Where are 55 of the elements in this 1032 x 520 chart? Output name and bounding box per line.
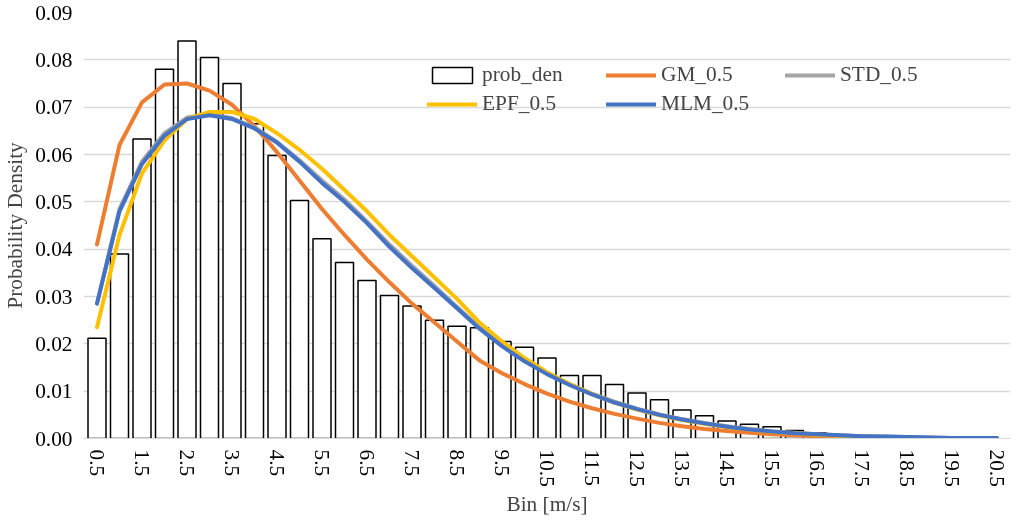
legend-label: STD_0.5 xyxy=(840,62,919,87)
y-tick-label: 0.00 xyxy=(35,426,73,451)
bar xyxy=(244,122,265,439)
x-tick-label: 20.5 xyxy=(985,449,1009,487)
x-tick-label: 12.5 xyxy=(625,449,649,487)
y-tick-label: 0.01 xyxy=(35,379,73,404)
x-axis-title: Bin [m/s] xyxy=(506,491,588,516)
bar xyxy=(109,253,130,439)
legend-label: prob_den xyxy=(482,62,564,87)
y-tick-label: 0.07 xyxy=(35,95,73,120)
y-tick-label: 0.03 xyxy=(35,284,73,309)
bar xyxy=(312,238,332,439)
x-tick-label: 7.5 xyxy=(400,449,424,477)
y-tick-label: 0.08 xyxy=(35,47,73,72)
x-tick-label: 10.5 xyxy=(535,449,559,487)
bar xyxy=(154,68,175,439)
bar xyxy=(424,319,445,439)
bar xyxy=(289,199,310,439)
x-tick-label: 8.5 xyxy=(445,449,469,477)
x-tick-label: 13.5 xyxy=(670,449,694,487)
bar xyxy=(199,56,220,439)
bar xyxy=(267,154,287,439)
x-tick-label: 6.5 xyxy=(355,449,379,477)
x-tick-label: 2.5 xyxy=(175,449,199,477)
x-tick-label: 19.5 xyxy=(940,449,964,487)
x-tick-label: 14.5 xyxy=(715,449,739,487)
legend-label: GM_0.5 xyxy=(661,62,734,87)
bar xyxy=(222,82,242,439)
x-tick-label: 1.5 xyxy=(130,449,154,477)
bar xyxy=(334,261,355,439)
y-tick-label: 0.06 xyxy=(35,142,73,167)
x-tick-label: 15.5 xyxy=(760,449,784,487)
x-tick-label: 16.5 xyxy=(805,449,829,487)
x-tick-label: 5.5 xyxy=(310,449,334,477)
x-tick-label: 11.5 xyxy=(580,449,604,487)
legend-label: EPF_0.5 xyxy=(482,91,558,116)
bar xyxy=(87,337,107,439)
bar xyxy=(357,279,377,439)
legend-label: MLM_0.5 xyxy=(661,91,751,116)
y-tick-label: 0.05 xyxy=(35,189,73,214)
bar xyxy=(132,138,152,439)
x-tick-label: 0.5 xyxy=(85,449,109,477)
y-axis-title: Probability Density xyxy=(3,141,28,309)
bar xyxy=(379,294,400,439)
bar xyxy=(447,325,467,439)
x-tick-label: 3.5 xyxy=(220,449,244,477)
x-tick-label: 17.5 xyxy=(850,449,874,487)
y-tick-label: 0.04 xyxy=(35,237,73,262)
y-tick-label: 0.09 xyxy=(35,0,73,25)
y-tick-label: 0.02 xyxy=(35,331,73,356)
x-tick-label: 18.5 xyxy=(895,449,919,487)
bar xyxy=(402,305,422,439)
x-tick-label: 9.5 xyxy=(490,449,514,477)
bar xyxy=(177,40,197,439)
x-tick-label: 4.5 xyxy=(265,449,289,477)
